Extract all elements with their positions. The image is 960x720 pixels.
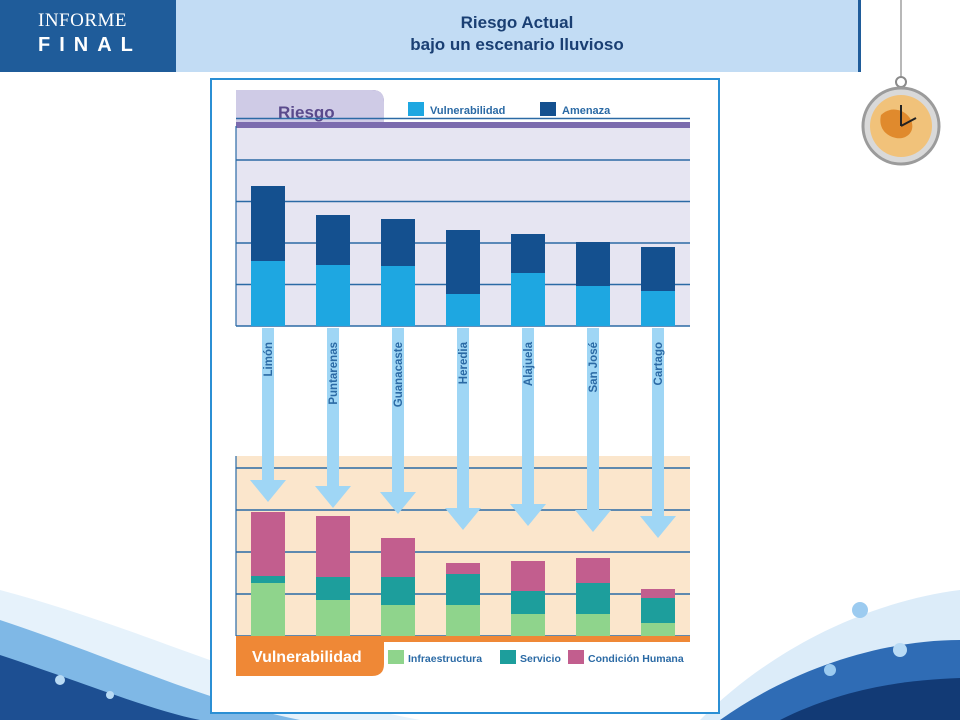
legend-swatch-infraestructura bbox=[388, 650, 404, 664]
legend-label-vulnerabilidad: Vulnerabilidad bbox=[430, 105, 505, 117]
category-label-alajuela: Alajuela bbox=[523, 341, 535, 386]
risk-bar-vulnerabilidad-san-jose bbox=[576, 286, 610, 326]
category-label-heredia: Heredia bbox=[458, 341, 470, 384]
risk-bar-vulnerabilidad-heredia bbox=[446, 294, 480, 326]
vulnerability-bar-servicio-cartago bbox=[641, 598, 675, 623]
vulnerability-header-tab bbox=[236, 636, 690, 676]
risk-bar-amenaza-heredia bbox=[446, 230, 480, 294]
arrow-head-puntarenas bbox=[315, 486, 351, 508]
vulnerability-bar-servicio-alajuela bbox=[511, 591, 545, 614]
vulnerability-bar-infraestructura-alajuela bbox=[511, 614, 545, 636]
vulnerability-bar-servicio-puntarenas bbox=[316, 577, 350, 600]
risk-bar-vulnerabilidad-limon bbox=[251, 261, 285, 326]
vulnerability-bar-infraestructura-limon bbox=[251, 583, 285, 636]
arrow-head-limon bbox=[250, 480, 286, 502]
vulnerability-bar-condicion-humana-san-jose bbox=[576, 558, 610, 583]
category-label-puntarenas: Puntarenas bbox=[328, 342, 340, 405]
chart-panel: Riesgo Vulnerabilidad Amenaza Limón Punta… bbox=[210, 78, 720, 714]
vulnerability-section-title: Vulnerabilidad bbox=[252, 649, 362, 666]
legend-swatch-vulnerabilidad bbox=[408, 102, 424, 116]
vulnerability-bar-servicio-heredia bbox=[446, 574, 480, 605]
wave-right-dark bbox=[780, 678, 960, 720]
logo-line-1: INFORME bbox=[38, 10, 128, 31]
category-label-guanacaste: Guanacaste bbox=[393, 342, 405, 407]
wave-left-dark bbox=[0, 655, 200, 720]
title-line-2: bajo un escenario lluvioso bbox=[410, 35, 624, 54]
water-drop bbox=[55, 675, 65, 685]
header-divider bbox=[858, 0, 861, 72]
stopwatch-globe-icon bbox=[861, 0, 941, 166]
arrow-stem-alajuela bbox=[522, 328, 534, 504]
vulnerability-bar-condicion-humana-heredia bbox=[446, 563, 480, 574]
logo-line-2: FINAL bbox=[38, 34, 142, 56]
arrow-head-guanacaste bbox=[380, 492, 416, 514]
vulnerability-bar-condicion-humana-limon bbox=[251, 512, 285, 576]
risk-bar-amenaza-alajuela bbox=[511, 234, 545, 273]
legend-label-infraestructura: Infraestructura bbox=[408, 653, 482, 665]
vulnerability-bar-infraestructura-san-jose bbox=[576, 614, 610, 636]
water-drop bbox=[852, 602, 868, 618]
informe-final-logo: INFORME FINAL bbox=[0, 0, 176, 72]
vulnerability-bar-servicio-san-jose bbox=[576, 583, 610, 614]
water-drop bbox=[824, 664, 836, 676]
risk-vulnerability-chart: Riesgo Vulnerabilidad Amenaza Limón Punta… bbox=[235, 90, 690, 676]
risk-bar-vulnerabilidad-alajuela bbox=[511, 273, 545, 326]
slide-title: Riesgo Actual bajo un escenario lluvioso bbox=[176, 12, 858, 56]
vulnerability-bar-servicio-guanacaste bbox=[381, 577, 415, 605]
risk-bar-vulnerabilidad-cartago bbox=[641, 291, 675, 326]
legend-swatch-servicio bbox=[500, 650, 516, 664]
water-wave-decoration bbox=[0, 590, 960, 720]
vulnerability-bar-condicion-humana-cartago bbox=[641, 589, 675, 598]
legend-label-condicion-humana: Condición Humana bbox=[588, 653, 684, 665]
water-drop bbox=[893, 643, 907, 657]
arrow-stem-cartago bbox=[652, 328, 664, 516]
risk-bar-vulnerabilidad-puntarenas bbox=[316, 265, 350, 326]
arrow-stem-heredia bbox=[457, 328, 469, 508]
risk-bar-amenaza-puntarenas bbox=[316, 215, 350, 265]
category-label-limon: Limón bbox=[263, 342, 275, 377]
vulnerability-bar-infraestructura-puntarenas bbox=[316, 600, 350, 636]
category-label-san-jose: San José bbox=[588, 342, 600, 393]
legend-swatch-condicion-humana bbox=[568, 650, 584, 664]
risk-section-title: Riesgo bbox=[278, 103, 335, 122]
vulnerability-bar-infraestructura-heredia bbox=[446, 605, 480, 636]
arrow-stem-limon bbox=[262, 328, 274, 480]
arrow-stem-san-jose bbox=[587, 328, 599, 510]
risk-header-tab-face bbox=[236, 90, 384, 122]
risk-bar-vulnerabilidad-guanacaste bbox=[381, 266, 415, 326]
legend-swatch-amenaza bbox=[540, 102, 556, 116]
risk-bar-amenaza-cartago bbox=[641, 247, 675, 291]
risk-bar-amenaza-guanacaste bbox=[381, 219, 415, 266]
arrow-head-alajuela bbox=[510, 504, 546, 526]
risk-bar-amenaza-san-jose bbox=[576, 242, 610, 286]
vulnerability-bar-condicion-humana-puntarenas bbox=[316, 516, 350, 577]
category-label-cartago: Cartago bbox=[653, 342, 665, 385]
vulnerability-bar-condicion-humana-alajuela bbox=[511, 561, 545, 591]
water-drop bbox=[106, 691, 114, 699]
arrow-head-heredia bbox=[445, 508, 481, 530]
vulnerability-bar-infraestructura-cartago bbox=[641, 623, 675, 636]
risk-bar-amenaza-limon bbox=[251, 186, 285, 261]
arrow-stem-guanacaste bbox=[392, 328, 404, 492]
arrow-stem-puntarenas bbox=[327, 328, 339, 486]
vulnerability-bar-condicion-humana-guanacaste bbox=[381, 538, 415, 577]
title-line-1: Riesgo Actual bbox=[460, 13, 574, 32]
header-right-area bbox=[858, 0, 960, 72]
arrow-head-cartago bbox=[640, 516, 676, 538]
arrow-head-san-jose bbox=[575, 510, 611, 532]
vulnerability-bar-infraestructura-guanacaste bbox=[381, 605, 415, 636]
vulnerability-bar-servicio-limon bbox=[251, 576, 285, 583]
legend-label-amenaza: Amenaza bbox=[562, 105, 611, 117]
legend-label-servicio: Servicio bbox=[520, 653, 561, 665]
